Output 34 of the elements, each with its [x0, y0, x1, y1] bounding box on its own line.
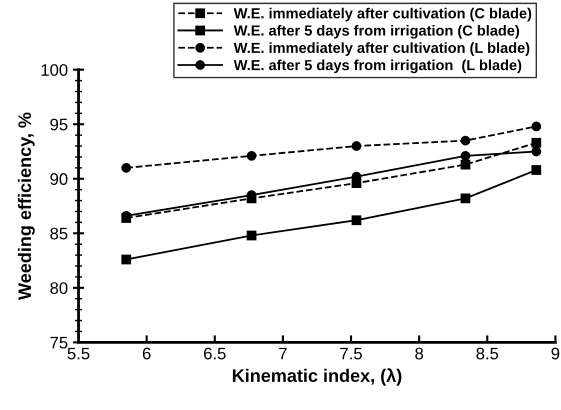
legend-label: W.E. after 5 days from irrigation (L blade): [234, 60, 522, 74]
point: [531, 165, 542, 175]
x-tick-label: 7: [279, 348, 287, 360]
point: [246, 230, 256, 240]
y-tick-label: 100: [42, 64, 68, 76]
point: [121, 254, 132, 264]
y-tick-label: 85: [50, 228, 68, 240]
point: [352, 215, 362, 226]
point: [121, 162, 132, 173]
x-tick-label: 9: [552, 348, 560, 360]
point: [352, 141, 362, 151]
y-tick-label: 75: [50, 336, 68, 349]
x-axis-title: Kinematic index, (λ): [232, 368, 402, 386]
legend-label: W.E. after 5 days from irrigation (C blade): [234, 24, 520, 39]
legend-label: W.E. immediately after cultivation (L blade): [234, 42, 530, 56]
x-tick-label: 6: [142, 348, 151, 360]
y-tick-label: 90: [50, 173, 68, 185]
x-tick-label: 8: [415, 348, 424, 360]
x-tick-label: 7.5: [340, 348, 362, 360]
point: [460, 136, 470, 146]
point: [460, 150, 470, 161]
y-tick-label: 95: [50, 118, 68, 130]
point: [246, 150, 256, 161]
point: [531, 122, 542, 132]
point: [460, 160, 470, 170]
point: [531, 138, 542, 148]
y-tick-label: 80: [50, 282, 68, 294]
y-axis-title: Weeding efficiency, %: [18, 112, 35, 300]
point: [460, 194, 470, 204]
legend-label: W.E. immediately after cultivation (C blade): [234, 8, 532, 22]
x-tick-label: 6.5: [204, 348, 226, 360]
point: [531, 146, 542, 156]
x-tick-label: 8.5: [476, 348, 498, 360]
x-tick-label: 5.5: [68, 348, 90, 360]
